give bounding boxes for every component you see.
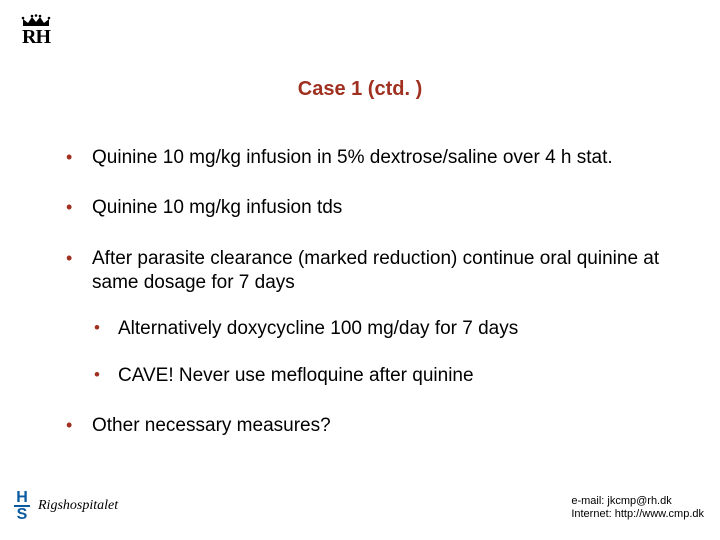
logo-top: RH bbox=[14, 14, 58, 58]
bullet-text: After parasite clearance (marked reducti… bbox=[92, 248, 659, 293]
sub-bullet-item: Alternatively doxycycline 100 mg/day for… bbox=[92, 317, 680, 341]
bullet-item: After parasite clearance (marked reducti… bbox=[64, 247, 680, 388]
bullet-text: Quinine 10 mg/kg infusion in 5% dextrose… bbox=[92, 147, 613, 168]
bullet-text: CAVE! Never use mefloquine after quinine bbox=[118, 365, 474, 386]
bullet-item: Quinine 10 mg/kg infusion tds bbox=[64, 196, 680, 220]
slide: RH Case 1 (ctd. ) Quinine 10 mg/kg infus… bbox=[0, 0, 720, 540]
hs-mark-icon: H S bbox=[14, 491, 30, 522]
hospital-name: Rigshospitalet bbox=[38, 498, 118, 514]
logo-bottom: H S Rigshospitalet bbox=[14, 491, 118, 522]
sub-bullet-item: CAVE! Never use mefloquine after quinine bbox=[92, 364, 680, 388]
footer-email: e-mail: jkcmp@rh.dk bbox=[571, 495, 704, 509]
bullet-text: Alternatively doxycycline 100 mg/day for… bbox=[118, 318, 518, 339]
footer-contact: e-mail: jkcmp@rh.dk Internet: http://www… bbox=[571, 495, 704, 523]
footer-internet: Internet: http://www.cmp.dk bbox=[571, 508, 704, 522]
bullet-item: Other necessary measures? bbox=[64, 414, 680, 438]
bullet-item: Quinine 10 mg/kg infusion in 5% dextrose… bbox=[64, 146, 680, 170]
hs-mark-s: S bbox=[17, 508, 28, 522]
slide-body: Quinine 10 mg/kg infusion in 5% dextrose… bbox=[64, 146, 680, 464]
bullet-text: Other necessary measures? bbox=[92, 415, 331, 436]
slide-title: Case 1 (ctd. ) bbox=[0, 78, 720, 101]
logo-top-letters: RH bbox=[22, 27, 50, 47]
bullet-text: Quinine 10 mg/kg infusion tds bbox=[92, 197, 342, 218]
hs-mark-h: H bbox=[16, 491, 28, 505]
